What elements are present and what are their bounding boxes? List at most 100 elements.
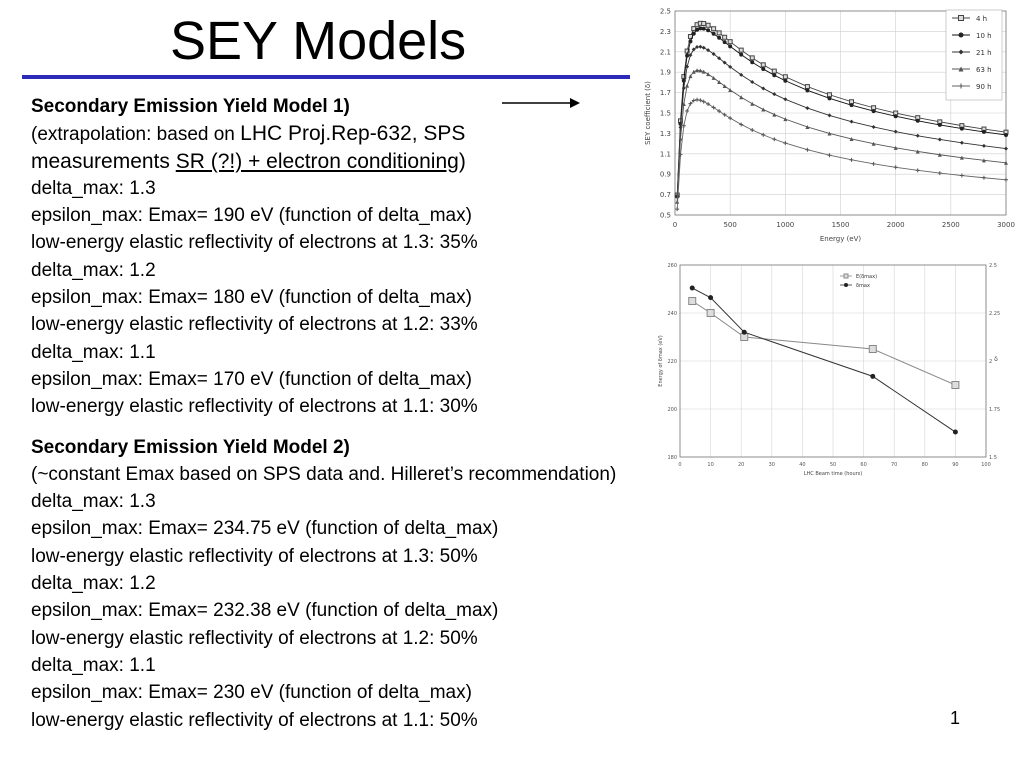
data-point: [893, 145, 898, 150]
slide-title: SEY Models: [170, 11, 467, 71]
data-point: [981, 143, 986, 148]
data-point: [685, 64, 690, 69]
model2-line: epsilon_max: Emax= 230 eV (function of d…: [31, 682, 472, 704]
x-tick-label: 60: [860, 462, 866, 468]
data-point: [827, 131, 832, 136]
data-point: [981, 158, 986, 163]
data-point: [893, 114, 898, 119]
model1-line: epsilon_max: Emax= 190 eV (function of d…: [31, 205, 472, 227]
data-point: [849, 99, 855, 105]
data-point: [681, 102, 686, 107]
data-point: [722, 60, 727, 65]
x-tick-label: 100: [981, 462, 991, 468]
data-point: [849, 136, 854, 141]
data-point: [678, 136, 683, 141]
data-point: [915, 168, 920, 173]
y-right-tick-label: 1.75: [989, 407, 1000, 413]
x-tick-label: 20: [738, 462, 744, 468]
series-0: [674, 20, 1009, 198]
legend-marker: [844, 283, 848, 287]
data-point: [706, 72, 711, 77]
data-point: [717, 109, 722, 114]
data-point: [688, 74, 693, 79]
data-point: [805, 106, 810, 111]
model1-line: delta_max: 1.3: [31, 177, 156, 199]
data-point: [691, 31, 696, 36]
model1-source-l2b: ): [458, 149, 466, 173]
data-point: [849, 119, 854, 124]
legend-label: δmax: [856, 283, 870, 289]
model1-line: delta_max: 1.1: [31, 341, 156, 363]
data-point: [691, 98, 696, 103]
plot-frame: [674, 10, 1007, 216]
x-tick-label: 30: [769, 462, 775, 468]
data-point: [761, 86, 766, 91]
x-tick-label: 2000: [887, 221, 905, 229]
legend-label: 21 h: [976, 49, 992, 57]
legend-box: [945, 9, 1003, 101]
data-point: [685, 108, 690, 113]
data-point: [728, 116, 733, 121]
data-point: [722, 34, 728, 40]
data-point: [827, 96, 832, 101]
data-point: [685, 83, 690, 88]
data-point: [728, 44, 733, 49]
legend-label: 4 h: [976, 15, 987, 23]
data-point: [871, 124, 876, 129]
y-tick-label: 1.5: [660, 110, 671, 118]
y-tick-label: 1.1: [660, 150, 671, 158]
data-point: [711, 105, 716, 110]
data-point: [711, 75, 716, 80]
beam-time-figure: 0 10 20 30 40 50 60 70 80 90 100 180 200 220 240 260 1.5…: [650, 258, 1000, 483]
data-point: [739, 122, 744, 127]
data-point: [722, 112, 727, 117]
data-point: [678, 152, 683, 157]
data-point: [772, 92, 777, 97]
y-tick-label: 1.9: [660, 69, 671, 77]
x-tick-label: 40: [799, 462, 805, 468]
data-point: [691, 69, 696, 74]
x-tick-label: 2500: [942, 221, 960, 229]
data-point: [698, 44, 703, 49]
model2-line: low-energy elastic reflectivity of elect…: [31, 627, 478, 649]
data-point: [750, 80, 755, 85]
y-tick-label: 2.3: [660, 28, 671, 36]
y-tick-label: 0.5: [660, 212, 671, 220]
data-point: [688, 297, 697, 305]
data-point: [706, 48, 711, 53]
model2-line: epsilon_max: Emax= 232.38 eV (function o…: [31, 600, 499, 622]
data-point: [675, 207, 680, 212]
data-point: [739, 52, 744, 57]
model2-line: low-energy elastic reflectivity of elect…: [31, 545, 478, 567]
data-point: [772, 73, 777, 78]
data-point: [685, 53, 690, 58]
legend-marker: [958, 49, 964, 55]
data-point: [871, 161, 876, 166]
data-point: [959, 140, 964, 145]
legend-marker: [958, 15, 964, 21]
data-point: [1004, 132, 1008, 137]
data-point: [868, 345, 877, 353]
data-point: [870, 373, 876, 379]
series-1: [675, 26, 1008, 199]
data-point: [871, 141, 876, 146]
data-point: [717, 56, 722, 61]
series-line: [692, 287, 956, 433]
data-point: [959, 173, 964, 178]
data-point: [871, 109, 876, 114]
model1-line: low-energy elastic reflectivity of elect…: [31, 314, 478, 336]
data-point: [782, 74, 788, 80]
data-point: [849, 103, 854, 108]
series-line: [691, 300, 956, 386]
data-point: [706, 28, 711, 33]
y-tick-label: 180: [667, 455, 677, 461]
x-tick-label: 50: [830, 462, 836, 468]
title-underline: [22, 75, 632, 79]
x-tick-label: 10: [707, 462, 713, 468]
y-tick-label: 260: [667, 263, 677, 269]
legend-label: 90 h: [976, 83, 992, 91]
data-point: [915, 149, 920, 154]
data-point: [849, 157, 854, 162]
data-point: [738, 47, 744, 53]
y-tick-label: 220: [667, 359, 677, 365]
